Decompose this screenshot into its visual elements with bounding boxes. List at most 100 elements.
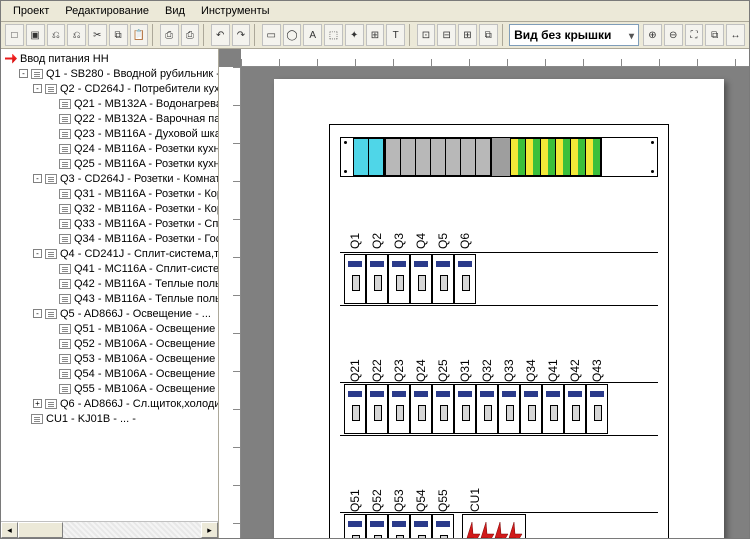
- toolbar-button[interactable]: ⧉: [479, 24, 498, 46]
- terminal-block-pe: [510, 138, 602, 176]
- circuit-icon: [59, 279, 71, 289]
- toolbar-button[interactable]: ⊟: [437, 24, 456, 46]
- toolbar-button[interactable]: ▭: [262, 24, 281, 46]
- zoom-button[interactable]: ↔: [726, 24, 745, 46]
- scroll-track[interactable]: [18, 522, 201, 538]
- tree-item[interactable]: Q25 - MB116A - Розетки кухни 2 - К: [5, 156, 218, 171]
- scroll-thumb[interactable]: [18, 522, 63, 538]
- tree-item-label: Q2 - CD264J - Потребители кухни - Кух: [60, 83, 218, 95]
- tree-item[interactable]: Q41 - MC116A - Сплит-система - Го: [5, 261, 218, 276]
- tree-item[interactable]: Q53 - MB106A - Освещение СУ2,кл: [5, 351, 218, 366]
- terminal-gap: [492, 138, 510, 176]
- tree-expand-icon: [47, 279, 56, 288]
- view-select[interactable]: Вид без крышки: [509, 24, 639, 46]
- tree-item-label: Q3 - CD264J - Розетки - Комнаты: [60, 173, 218, 185]
- toolbar-button[interactable]: □: [5, 24, 24, 46]
- toolbar-button[interactable]: ⧉: [109, 24, 128, 46]
- menu-tools[interactable]: Инструменты: [195, 3, 276, 19]
- tree-item[interactable]: Q34 - MB116A - Розетки - Гостиная: [5, 231, 218, 246]
- toolbar-button[interactable]: ↶: [211, 24, 230, 46]
- toolbar-button[interactable]: 📋: [130, 24, 149, 46]
- circuit-icon: [59, 129, 71, 139]
- tree-item[interactable]: Q24 - MB116A - Розетки кухни 1 - К: [5, 141, 218, 156]
- tree-item-label: Q23 - MB116A - Духовой шкаф - Ку: [74, 128, 218, 140]
- tree-item[interactable]: - Q4 - CD241J - Сплит-система,теплые -: [5, 246, 218, 261]
- tree-expand-icon[interactable]: -: [33, 84, 42, 93]
- scroll-left-arrow[interactable]: ◂: [1, 522, 18, 538]
- breaker-row-2: Q21Q22Q23Q24Q25Q31Q32Q33Q34Q41Q42Q43: [340, 360, 658, 436]
- breaker-label: Q21: [344, 360, 366, 382]
- circuit-breaker: [542, 384, 564, 434]
- ruler-vertical: [219, 67, 241, 538]
- breaker-label: Q32: [476, 360, 498, 382]
- toolbar-button[interactable]: ⬚: [324, 24, 343, 46]
- tree-expand-icon[interactable]: -: [33, 309, 42, 318]
- tree-item[interactable]: Q54 - MB106A - Освещение спальн: [5, 366, 218, 381]
- toolbar-button[interactable]: ⊞: [366, 24, 385, 46]
- tree-item-label: Q43 - MB116A - Теплые полы - Кор: [74, 293, 218, 305]
- canvas-area[interactable]: Q1Q2Q3Q4Q5Q6 Q21Q22Q23Q24Q25Q31Q32Q33Q34…: [219, 49, 749, 538]
- tree-item[interactable]: Q23 - MB116A - Духовой шкаф - Ку: [5, 126, 218, 141]
- toolbar-button[interactable]: ✂: [88, 24, 107, 46]
- toolbar-button[interactable]: ↷: [232, 24, 251, 46]
- circuit-breaker: [366, 384, 388, 434]
- tree-item[interactable]: Q52 - MB106A - Освещение коридо: [5, 336, 218, 351]
- circuit-breaker: [410, 514, 432, 538]
- tree-expand-icon[interactable]: -: [33, 174, 42, 183]
- toolbar-button[interactable]: ⎌: [47, 24, 66, 46]
- tree-item[interactable]: Q32 - MB116A - Розетки - Коридор: [5, 201, 218, 216]
- zoom-button[interactable]: ⊕: [643, 24, 662, 46]
- breaker-label: Q2: [366, 230, 388, 252]
- tree-item[interactable]: Q31 - MB116A - Розетки - Коридор: [5, 186, 218, 201]
- zoom-button[interactable]: ⧉: [705, 24, 724, 46]
- circuit-breaker: [344, 384, 366, 434]
- tree-item[interactable]: - Q3 - CD264J - Розетки - Комнаты: [5, 171, 218, 186]
- tree-expand-icon[interactable]: -: [33, 249, 42, 258]
- din-rail: [340, 512, 658, 538]
- tree-item[interactable]: - Q2 - CD264J - Потребители кухни - Кух: [5, 81, 218, 96]
- project-tree[interactable]: Ввод питания НН-Q1 - SB280 - Вводной руб…: [1, 49, 218, 521]
- tree-item-label: Q51 - MB106A - Освещение кухни -: [74, 323, 218, 335]
- zoom-button[interactable]: ⊖: [664, 24, 683, 46]
- tree-item[interactable]: +Q6 - AD866J - Сл.щиток,холодильник - ..…: [5, 396, 218, 411]
- toolbar-button[interactable]: ▣: [26, 24, 45, 46]
- circuit-breaker: [366, 514, 388, 538]
- tree-item[interactable]: Q21 - MB132A - Водонагреватель -: [5, 96, 218, 111]
- toolbar-button[interactable]: ◯: [283, 24, 302, 46]
- tree-h-scrollbar[interactable]: ◂ ▸: [1, 521, 218, 538]
- zoom-button[interactable]: ⛶: [685, 24, 704, 46]
- tree-expand-icon: [47, 129, 56, 138]
- tree-item[interactable]: CU1 - KJ01B - ... -: [5, 411, 218, 426]
- tree-item-label: Q22 - MB132A - Варочная панель -: [74, 113, 218, 125]
- scroll-right-arrow[interactable]: ▸: [201, 522, 218, 538]
- tree-root-label[interactable]: Ввод питания НН: [20, 53, 109, 65]
- toolbar-button[interactable]: ⊞: [458, 24, 477, 46]
- tree-expand-icon[interactable]: -: [19, 69, 28, 78]
- breaker-label: Q54: [410, 490, 432, 512]
- toolbar-button[interactable]: ✦: [345, 24, 364, 46]
- tree-item[interactable]: Q51 - MB106A - Освещение кухни -: [5, 321, 218, 336]
- menu-edit[interactable]: Редактирование: [59, 3, 155, 19]
- tree-item[interactable]: Q22 - MB132A - Варочная панель -: [5, 111, 218, 126]
- circuit-breaker: [410, 254, 432, 304]
- toolbar-button[interactable]: ⊡: [417, 24, 436, 46]
- toolbar-button[interactable]: ⎙: [181, 24, 200, 46]
- toolbar-button[interactable]: T: [386, 24, 405, 46]
- circuit-breaker: [432, 384, 454, 434]
- tree-item[interactable]: Q55 - MB106A - Освещение гостин-: [5, 381, 218, 396]
- circuit-breaker: [366, 254, 388, 304]
- tree-item[interactable]: Q43 - MB116A - Теплые полы - Кор: [5, 291, 218, 306]
- toolbar-button[interactable]: A: [303, 24, 322, 46]
- tree-item[interactable]: Q42 - MB116A - Теплые полы - Кор: [5, 276, 218, 291]
- tree-item-label: Q34 - MB116A - Розетки - Гостиная: [74, 233, 218, 245]
- tree-item[interactable]: Q33 - MB116A - Розетки - Спальня: [5, 216, 218, 231]
- tree-expand-icon[interactable]: +: [33, 399, 42, 408]
- tree-item-label: Q4 - CD241J - Сплит-система,теплые -: [60, 248, 218, 260]
- menu-view[interactable]: Вид: [159, 3, 191, 19]
- menu-project[interactable]: Проект: [7, 3, 55, 19]
- tree-item[interactable]: -Q5 - AD866J - Освещение - ...: [5, 306, 218, 321]
- toolbar-button[interactable]: ⎙: [160, 24, 179, 46]
- circuit-icon: [59, 234, 71, 244]
- tree-item[interactable]: -Q1 - SB280 - Вводной рубильник - Коридо…: [5, 66, 218, 81]
- toolbar-button[interactable]: ⎌: [67, 24, 86, 46]
